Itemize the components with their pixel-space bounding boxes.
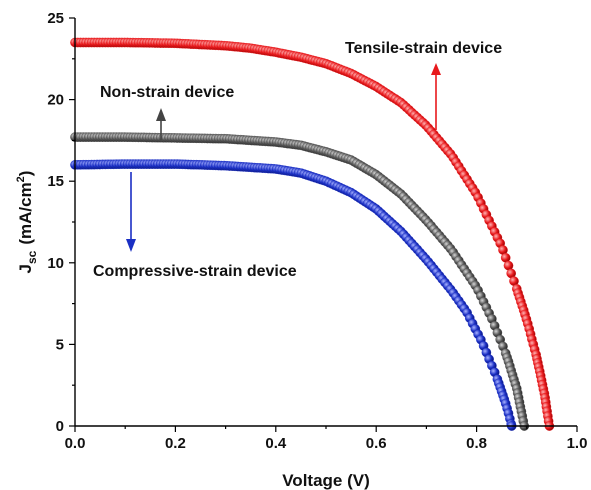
y-tick-label: 15	[47, 173, 64, 190]
series-0	[70, 37, 555, 431]
arrow-compressive	[126, 172, 136, 252]
y-axis-title-units: (mA/cm	[16, 182, 35, 244]
arrow-non-strain	[156, 108, 166, 140]
y-axis-title-main: J	[16, 264, 35, 273]
x-tick-label: 0.4	[265, 435, 287, 452]
annotation-tensile: Tensile-strain device	[345, 40, 502, 57]
series-layer	[70, 37, 555, 431]
y-axis-title-units-sup: 2	[15, 176, 27, 182]
x-axis-title: Voltage (V)	[282, 471, 370, 490]
annotation-non-strain: Non-strain device	[100, 84, 234, 101]
y-tick-label: 25	[47, 10, 64, 27]
x-tick-label: 0.6	[366, 435, 387, 452]
tick-layer	[69, 17, 578, 432]
x-tick-label: 0.8	[466, 435, 487, 452]
series-1	[70, 132, 530, 431]
series-2	[70, 159, 517, 431]
y-axis-title-units-end: )	[16, 171, 35, 177]
arrow-tensile	[431, 63, 441, 130]
x-tick-label: 0.0	[65, 435, 86, 452]
x-tick-label: 1.0	[567, 435, 588, 452]
annotation-compressive: Compressive-strain device	[93, 263, 297, 280]
x-tick-label: 0.2	[165, 435, 186, 452]
y-axis-title-sub: sc	[25, 250, 39, 264]
y-axis-title: Jsc (mA/cm2)	[15, 171, 39, 274]
y-tick-label: 0	[56, 418, 64, 435]
y-tick-label: 5	[56, 336, 64, 353]
y-tick-label: 10	[47, 255, 64, 272]
y-tick-label: 20	[47, 92, 64, 109]
